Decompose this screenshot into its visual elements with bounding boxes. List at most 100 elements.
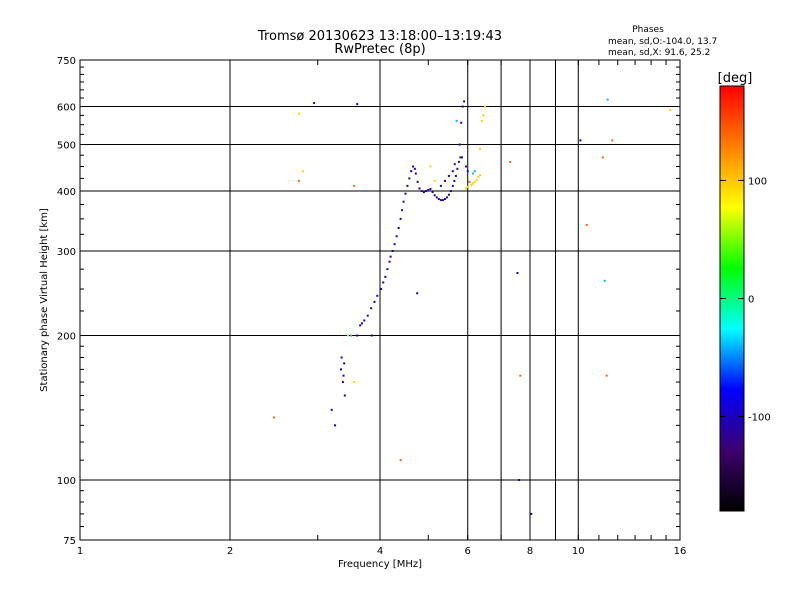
- x-tick-label: 2: [227, 546, 233, 557]
- data-point: [427, 189, 430, 192]
- data-point: [393, 243, 396, 246]
- data-point: [366, 314, 369, 317]
- data-point: [606, 98, 609, 101]
- y-tick-label: 500: [57, 141, 76, 152]
- data-point: [435, 196, 438, 199]
- data-point: [406, 184, 409, 187]
- data-point: [461, 105, 464, 108]
- data-point: [457, 160, 460, 163]
- colorbar-label: [deg]: [718, 71, 753, 86]
- data-point: [416, 180, 419, 183]
- data-point: [313, 102, 316, 105]
- data-point: [353, 381, 356, 384]
- data-point: [482, 114, 485, 117]
- data-point: [401, 209, 404, 212]
- grid-lines: [80, 60, 680, 540]
- data-point: [399, 459, 402, 462]
- data-point: [453, 163, 456, 166]
- data-point: [451, 184, 454, 187]
- data-point: [388, 260, 391, 263]
- data-point: [330, 408, 333, 411]
- data-point: [350, 334, 353, 337]
- data-point: [479, 147, 482, 150]
- data-point: [384, 275, 387, 278]
- data-point: [441, 199, 444, 202]
- data-point: [460, 121, 463, 124]
- data-point: [414, 172, 417, 175]
- colorbar-tick-label: 0: [748, 295, 754, 306]
- data-point: [413, 167, 416, 170]
- data-point: [431, 191, 434, 194]
- data-point: [359, 324, 362, 327]
- y-tick-label: 100: [57, 476, 76, 487]
- data-point: [449, 190, 452, 193]
- data-point: [370, 307, 373, 310]
- y-tick-labels: 75 100 200 300 400 500 600 750: [57, 56, 76, 547]
- data-point: [334, 424, 337, 427]
- data-point: [373, 300, 376, 303]
- y-tick-label: 600: [57, 103, 76, 114]
- data-point: [297, 112, 300, 115]
- data-point: [429, 165, 432, 168]
- data-point: [464, 165, 467, 168]
- data-point: [479, 173, 482, 176]
- colorbar-ticks: 100 0 -100: [720, 176, 771, 424]
- data-point: [422, 191, 425, 194]
- data-point: [458, 143, 461, 146]
- data-point: [473, 180, 476, 183]
- data-point: [585, 223, 588, 226]
- data-point: [472, 172, 475, 175]
- data-point: [433, 194, 436, 197]
- data-point: [420, 190, 423, 193]
- data-point: [439, 199, 442, 202]
- legend-line-x: mean, sd,X: 91.6, 25.2: [608, 48, 710, 58]
- data-point: [437, 198, 440, 201]
- data-point: [416, 292, 419, 295]
- data-point: [447, 193, 450, 196]
- data-point: [341, 381, 344, 384]
- data-point: [439, 184, 442, 187]
- data-point: [509, 160, 512, 163]
- data-point: [472, 182, 475, 185]
- data-point: [468, 180, 471, 183]
- data-point: [475, 178, 478, 181]
- data-point: [402, 200, 405, 203]
- data-point: [669, 109, 672, 112]
- data-point: [356, 103, 359, 106]
- data-point: [418, 187, 421, 190]
- data-point: [603, 279, 606, 282]
- data-point: [360, 322, 363, 325]
- data-point: [376, 294, 379, 297]
- data-point: [605, 374, 608, 377]
- data-point: [480, 119, 483, 122]
- data-point: [342, 374, 345, 377]
- data-point: [466, 185, 469, 188]
- data-point: [301, 170, 304, 173]
- chart-title: Tromsø 20130623 13:18:00–13:19:43: [257, 29, 502, 44]
- data-point: [340, 356, 343, 359]
- data-point: [451, 170, 454, 173]
- data-point: [433, 179, 436, 182]
- data-point: [343, 362, 346, 365]
- data-point: [516, 271, 519, 274]
- axis-ticks: [79, 59, 681, 540]
- y-tick-label: 750: [57, 56, 76, 67]
- data-point: [579, 139, 582, 142]
- data-point: [297, 179, 300, 182]
- colorbar-tick-label: 100: [748, 176, 767, 187]
- data-point: [397, 227, 400, 230]
- x-tick-labels: 1 2 4 6 8 10 16: [77, 546, 687, 557]
- data-point: [454, 174, 457, 177]
- chart-subtitle: RwPretec (8p): [334, 42, 425, 57]
- x-axis-label: Frequency [MHz]: [338, 559, 422, 570]
- y-tick-label: 75: [63, 536, 76, 547]
- data-point: [470, 183, 473, 186]
- legend-heading: Phases: [632, 25, 664, 35]
- x-tick-label: 8: [527, 546, 533, 557]
- x-tick-label: 6: [465, 546, 471, 557]
- data-point: [530, 512, 533, 515]
- data-point: [464, 187, 467, 190]
- x-tick-label: 10: [572, 546, 585, 557]
- data-point: [370, 334, 373, 337]
- data-point: [389, 255, 392, 258]
